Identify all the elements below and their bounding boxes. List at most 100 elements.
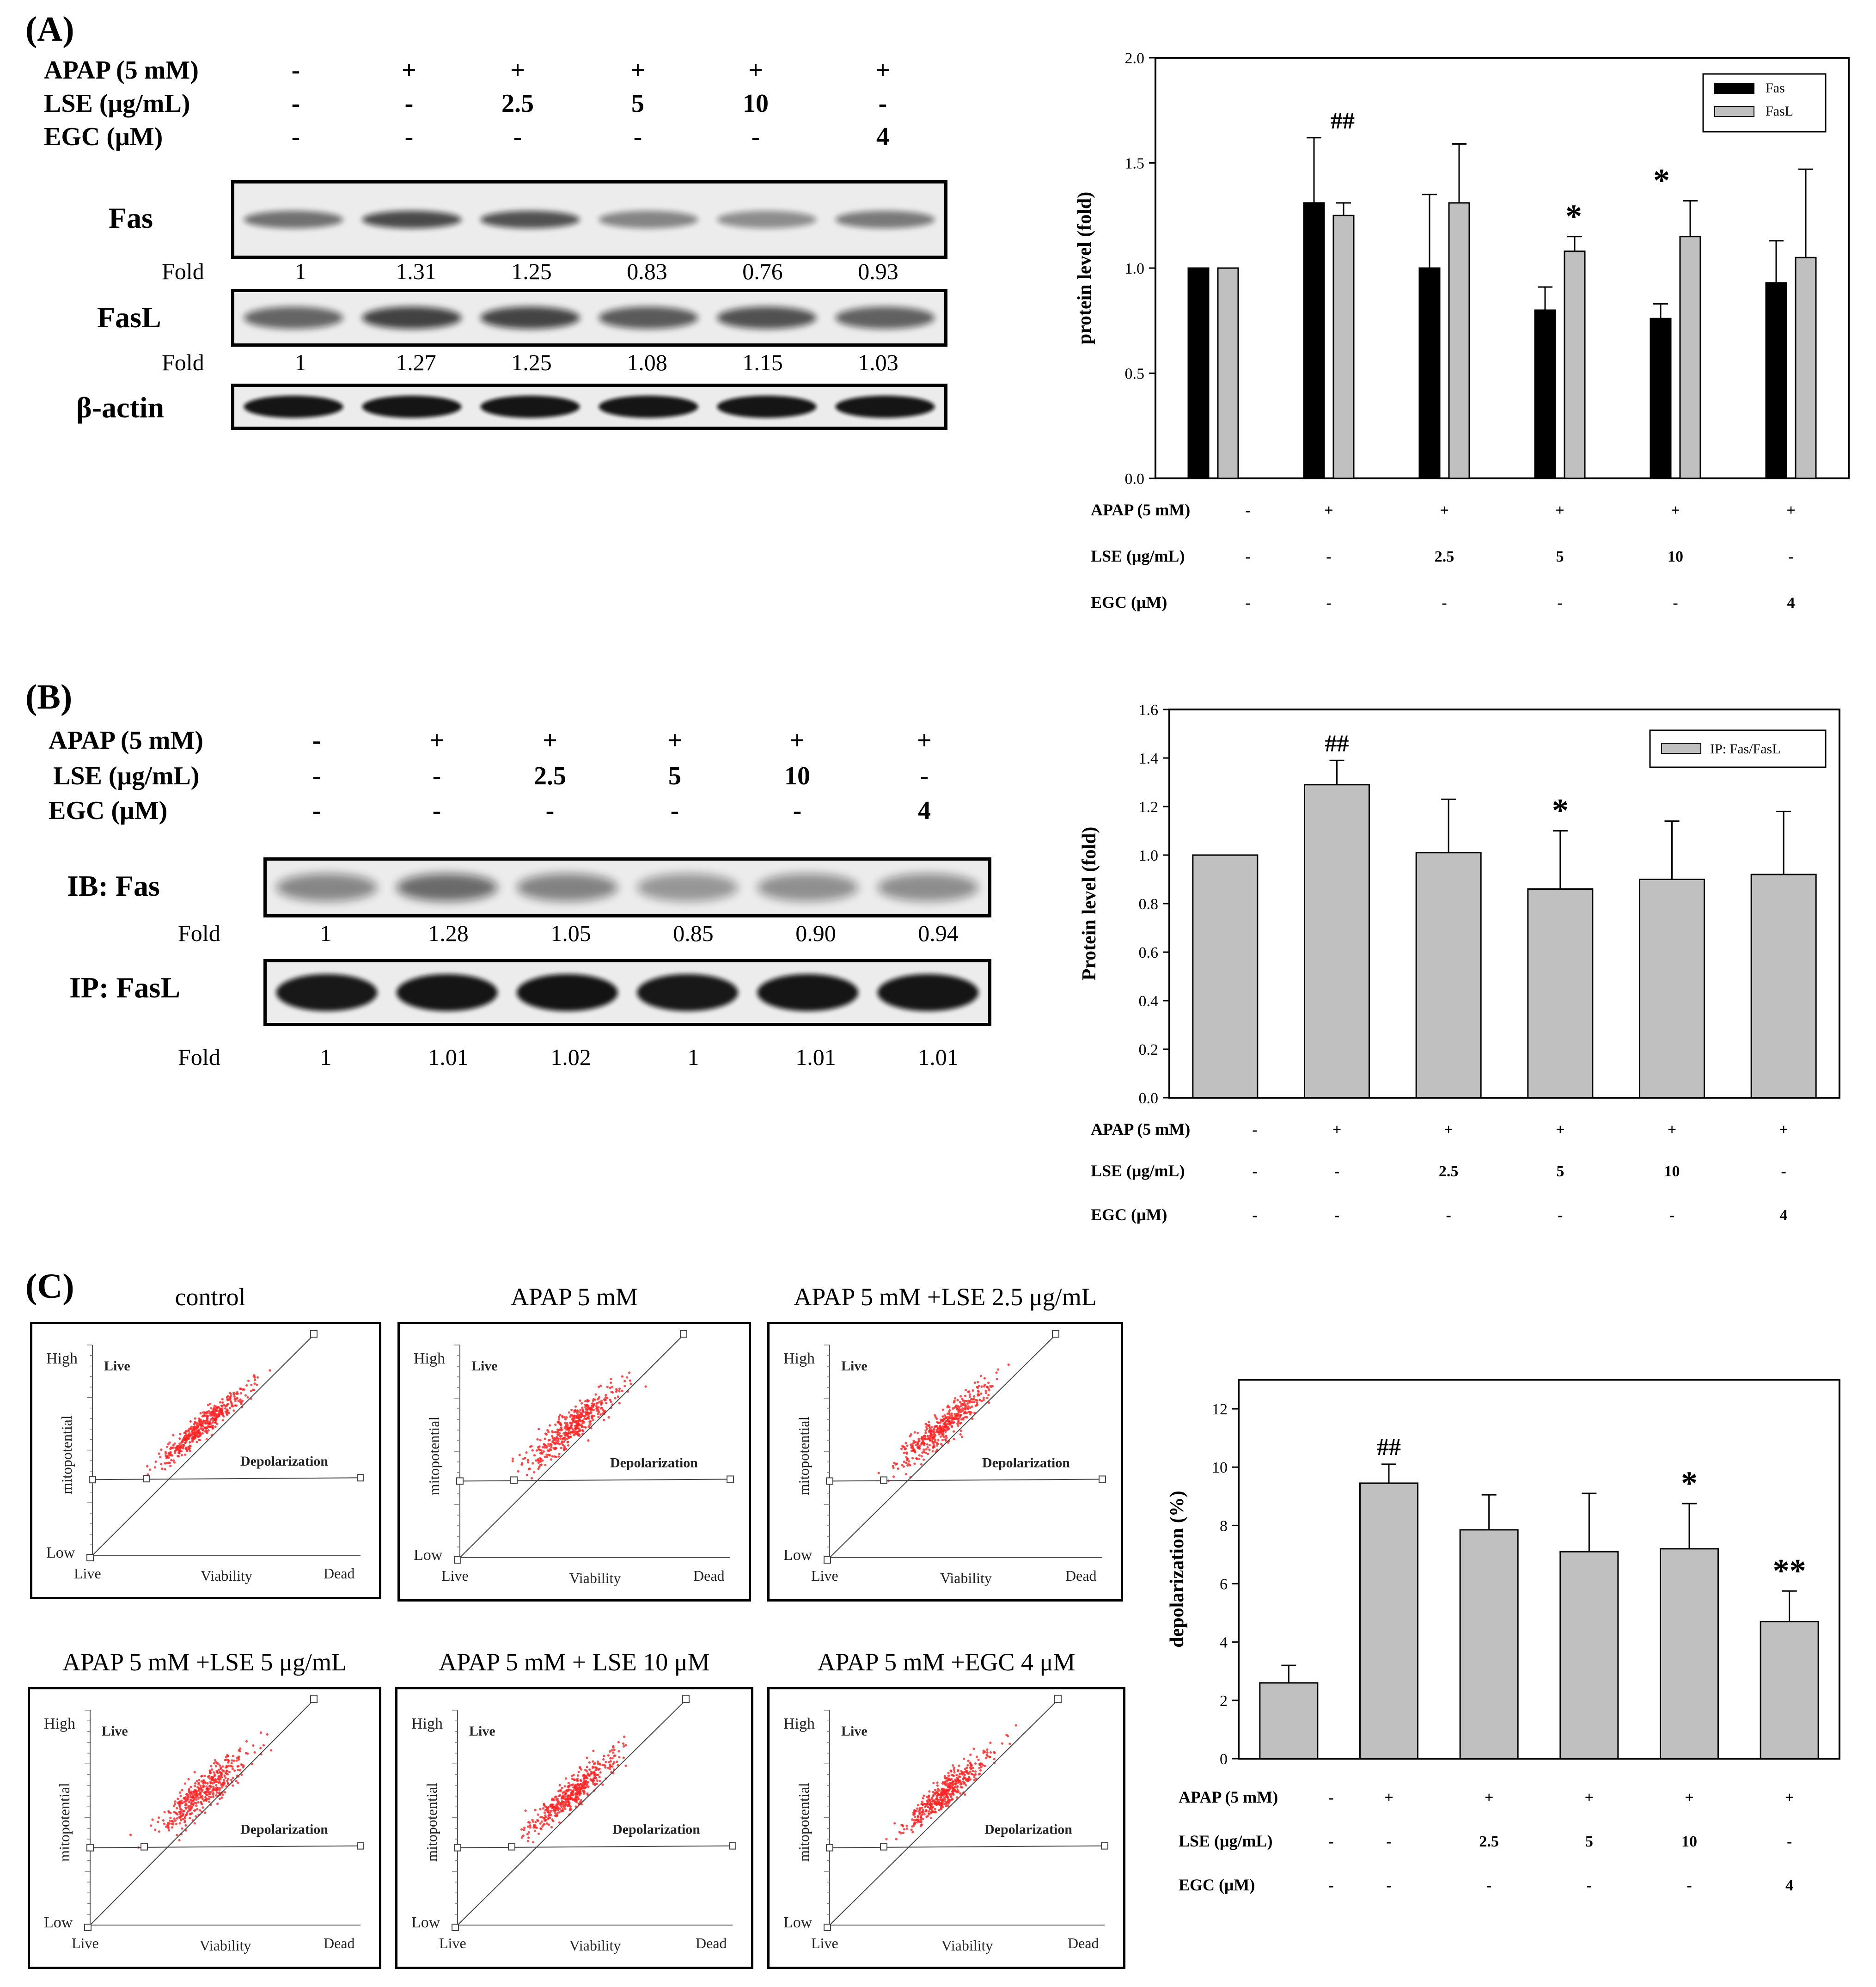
flow-y-low-label: Low [783,1914,813,1931]
gate-handle [454,1844,461,1852]
gate-handle [682,1695,690,1703]
y-axis-label: depolarization (%) [1167,1491,1188,1647]
treatment-lse-value: 2.5 [501,89,534,118]
treatment-egc-value: - [545,796,555,825]
y-tick-label: 1.2 [1139,799,1159,816]
treatment-value: + [1485,1789,1493,1806]
treatment-row-label: EGC (μM) [1091,1205,1167,1224]
gate-handle [508,1843,515,1851]
treatment-value: 4 [1787,594,1795,611]
treatment-value: 2.5 [1479,1833,1499,1850]
y-tick-label: 4 [1220,1634,1228,1651]
y-tick-label: 1.0 [1139,847,1159,864]
bar-depolarization [1359,1482,1418,1760]
flow-depolarization-label: Depolarization [240,1822,328,1837]
treatment-apap-value: + [510,56,525,85]
blot-band [835,306,935,329]
treatment-value: - [1252,1121,1257,1138]
treatment-value: - [1442,594,1447,611]
gate-handle [680,1330,687,1338]
blot-label-fasl: FasL [97,301,161,334]
flow-x-dead-label: Dead [324,1565,355,1582]
treatment-apap-value: + [402,56,416,85]
gate-handle [84,1924,92,1931]
treatment-row-label: LSE (μg/mL) [1091,547,1185,565]
treatment-value: - [1787,1833,1792,1850]
significance-marker: * [1552,792,1569,829]
flow-y-high-label: High [783,1350,815,1367]
flow-y-low-label: Low [783,1547,813,1564]
fold-label: Fold [178,1044,220,1070]
gate-handle [1101,1842,1108,1850]
flow-y-high-label: High [783,1715,815,1732]
treatment-egc-value: - [432,796,441,825]
gate-handle [86,1554,94,1561]
gate-handle [89,1476,96,1484]
bar-depolarization [1259,1682,1319,1760]
legend: Fas FasL [1702,73,1827,133]
treatment-lse-value: - [291,89,300,118]
gate-handle [880,1843,887,1851]
treatment-lse-value: 5 [631,89,644,118]
gate-handle [826,1844,833,1852]
bar-fas [1534,309,1556,479]
treatment-value: + [1785,1789,1794,1806]
flow-y-high-label: High [44,1715,75,1732]
flow-depolarization-label: Depolarization [982,1455,1070,1470]
lse-row-label: LSE (μg/mL) [53,762,200,790]
y-tick-label: 12 [1212,1401,1228,1418]
treatment-apap-value: + [875,56,890,85]
blot-band [396,974,498,1011]
y-tick-label: 10 [1212,1459,1228,1476]
blot-band [599,211,698,228]
treatment-value: - [1587,1877,1592,1894]
gate-handle [729,1842,736,1850]
fold-value: 1 [294,349,306,375]
legend-label: IP: Fas/FasL [1710,741,1781,757]
fold-value: 1.03 [858,349,898,375]
flow-plot: High Low mitopotential Live Depolarization Li… [767,1322,1123,1602]
significance-marker: ## [1325,730,1349,757]
treatment-lse-value: 10 [784,762,810,790]
chart-a: 0.0 0.5 1.0 1.5 2.0 protein level (fold) ## * * A… [1074,50,1850,611]
treatment-lse-value: 5 [668,762,681,790]
gate-handle [826,1477,833,1485]
panel-b-label: (B) [25,678,73,716]
treatment-apap-value: + [667,726,682,755]
fold-value: 1.27 [396,349,436,375]
y-tick-label: 0 [1220,1751,1228,1768]
treatment-value: + [1786,502,1795,519]
blot-band [396,874,498,901]
gate-horizontal [457,1845,733,1848]
bar-fasl [1448,202,1470,479]
y-tick-label: 1.6 [1139,702,1159,719]
treatment-value: 5 [1556,548,1564,565]
flow-y-axis-label: mitopotential [426,1417,442,1496]
flow-plot: High Low mitopotential Live Depolarization Li… [397,1322,751,1602]
treatment-row-label: APAP (5 mM) [1179,1788,1278,1806]
fold-value: 0.76 [742,258,783,284]
significance-marker: * [1681,1465,1698,1502]
blot-band [757,874,859,901]
treatment-lse-value: - [920,762,929,790]
treatment-row-label: EGC (μM) [1179,1876,1255,1894]
fold-value: 0.94 [918,920,959,946]
scatter-points [511,1371,647,1480]
flow-x-viability-label: Viability [200,1937,251,1954]
fold-value: 1 [320,1044,332,1070]
flow-plot-title: APAP 5 mM + LSE 10 μM [439,1648,710,1676]
gate-horizontal [92,1477,361,1480]
fold-value: 1.28 [428,920,469,946]
treatment-egc-value: - [404,122,414,151]
blot-band [637,974,738,1011]
flow-y-high-label: High [411,1715,443,1732]
fold-value: 1.05 [550,920,591,946]
fold-value: 1.25 [511,258,552,284]
gate-horizontal [829,1479,1103,1482]
fold-value: 0.85 [673,920,714,946]
treatment-value: + [1556,1121,1564,1138]
gate-handle [454,1556,461,1564]
treatment-value: - [1669,1207,1674,1224]
panel-c-label: (C) [25,1267,74,1306]
blot-band [244,396,343,418]
